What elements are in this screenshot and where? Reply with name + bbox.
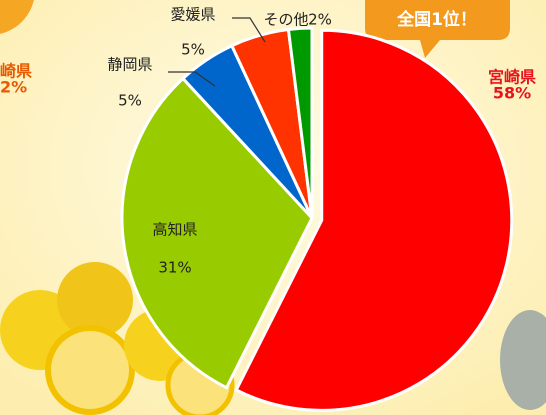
badge-text: 全国1位！ xyxy=(396,9,477,30)
pie-slice xyxy=(286,26,314,219)
leaders xyxy=(168,17,266,87)
category-label: 高知県 xyxy=(152,221,197,239)
category-label: 愛媛県 xyxy=(170,6,215,24)
pie-slice xyxy=(120,76,314,390)
value-label: 5% xyxy=(118,92,142,110)
category-label: 宮崎県 xyxy=(488,68,536,87)
left-label: 崎県 xyxy=(0,62,32,81)
value-label: 58% xyxy=(493,84,531,103)
value-label: 2% xyxy=(308,11,332,29)
left-value: 2% xyxy=(0,78,27,97)
pie xyxy=(120,26,514,412)
badge xyxy=(365,0,510,58)
value-label: 5% xyxy=(181,41,205,59)
decor-circle xyxy=(0,0,34,34)
value-label: 31% xyxy=(158,259,191,277)
category-label: その他 xyxy=(263,11,308,29)
pie-slice xyxy=(234,28,514,412)
category-label: 静岡県 xyxy=(107,56,152,74)
